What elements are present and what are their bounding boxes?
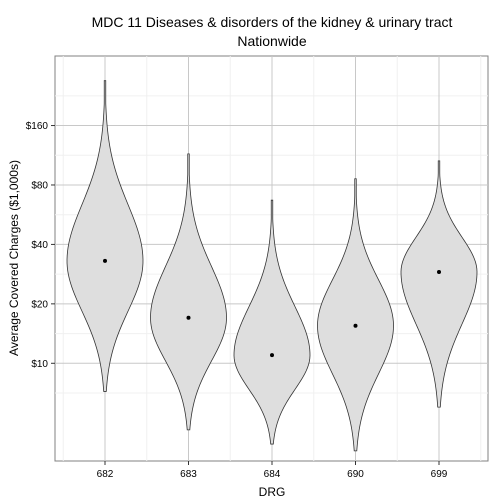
median-point-699 <box>437 269 441 274</box>
x-tick-label: 690 <box>347 469 364 480</box>
y-axis-title: Average Covered Charges ($1,000s) <box>7 160 21 356</box>
x-tick-label: 684 <box>264 469 281 480</box>
violins <box>66 80 478 452</box>
y-tick-label: $20 <box>31 299 48 310</box>
median-point-683 <box>186 315 191 320</box>
median-point-690 <box>353 323 358 328</box>
violin-684 <box>233 199 311 445</box>
violin-683 <box>150 153 227 431</box>
x-tick-label: 683 <box>180 469 197 480</box>
chart-subtitle: Nationwide <box>237 33 306 49</box>
y-tick-label: $80 <box>31 180 48 191</box>
chart-title: MDC 11 Diseases & disorders of the kidne… <box>92 14 453 30</box>
median-point-684 <box>270 353 274 358</box>
median-point-682 <box>103 258 107 263</box>
y-axis: $10 $20 $40 $80 $160 <box>26 121 55 370</box>
grid-minor <box>55 56 488 461</box>
violin-699 <box>400 160 478 408</box>
x-axis: 682 683 684 690 699 <box>97 461 448 480</box>
x-tick-label: 699 <box>431 469 448 480</box>
violin-690 <box>317 178 394 452</box>
y-tick-label: $10 <box>31 359 48 370</box>
x-tick-label: 682 <box>97 469 114 480</box>
x-axis-title: DRG <box>259 485 286 499</box>
y-tick-label: $40 <box>31 240 48 251</box>
y-tick-label: $160 <box>26 121 49 132</box>
violin-682 <box>66 80 144 392</box>
